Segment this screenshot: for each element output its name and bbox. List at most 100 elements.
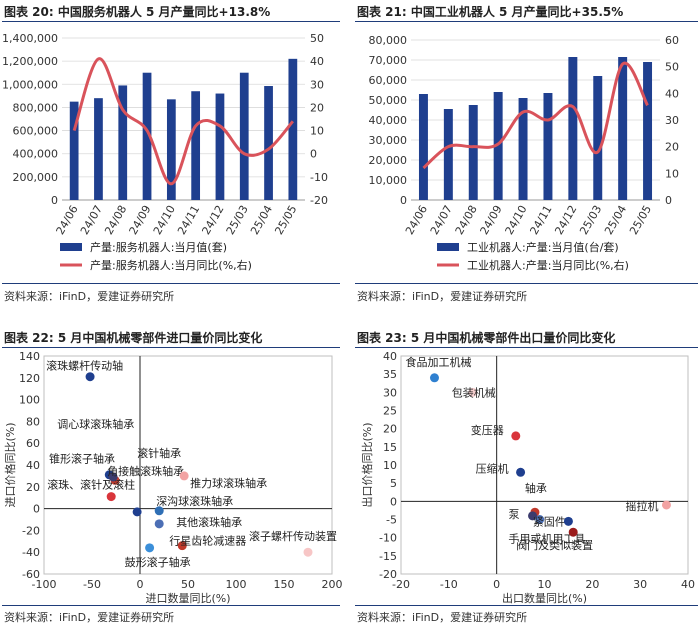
bar: [443, 109, 453, 200]
x-tick-label: 25/03: [577, 203, 604, 237]
y-right-tick-label: 50: [665, 61, 679, 74]
chart-21-source: 资料来源：iFinD，爱建证券研究所: [357, 290, 528, 303]
y-left-tick-label: 400,000: [13, 148, 59, 161]
x-tick-label: 24/08: [102, 203, 129, 237]
bar: [288, 58, 298, 201]
x-tick-label: 200: [322, 578, 343, 591]
scatter-point: [661, 500, 671, 510]
scatter-point: [429, 373, 439, 383]
legend-line-label: 工业机器人:产量:当月同比(%,右): [467, 258, 629, 272]
chart-21-bottom-rule: [355, 283, 698, 284]
x-tick-label: 24/10: [503, 203, 530, 237]
bar: [468, 105, 478, 200]
y-tick-label: 60: [26, 437, 40, 450]
y-left-tick-label: 60,000: [369, 74, 408, 87]
y-axis-title: 进口价格同比(%): [3, 422, 17, 507]
scatter-point: [563, 516, 573, 526]
y-tick-label: -10: [379, 532, 397, 545]
y-right-tick-label: 20: [310, 101, 324, 114]
point-label: 摇拉机: [625, 499, 658, 513]
y-right-tick-label: 10: [310, 125, 324, 138]
x-tick-label: 24/11: [175, 203, 202, 237]
y-left-tick-label: 200,000: [13, 171, 59, 184]
y-tick-label: -60: [22, 568, 40, 581]
point-label: 轴承: [525, 481, 547, 495]
bar: [142, 72, 152, 200]
point-label: 阀门及类似装置: [516, 538, 593, 552]
x-tick-label: -50: [83, 578, 101, 591]
bar: [568, 57, 578, 200]
y-tick-label: 30: [383, 386, 397, 399]
point-label: 其他滚珠轴承: [176, 515, 242, 529]
bar: [418, 94, 428, 200]
chart-21-title: 图表 21: 中国工业机器人 5 月产量同比+35.5%: [357, 5, 624, 19]
x-tick-label: 10: [538, 578, 552, 591]
x-axis-title: 出口数量同比(%): [502, 591, 587, 604]
x-axis-title: 进口数量同比(%): [145, 592, 230, 604]
y-tick-label: 10: [383, 459, 397, 472]
bar: [191, 91, 201, 200]
point-label: 滚珠、滚针及滚柱: [47, 478, 135, 492]
x-tick-label: 24/12: [552, 203, 579, 237]
x-tick-label: 24/07: [428, 203, 455, 237]
y-tick-label: 35: [383, 368, 397, 381]
x-tick-label: 25/05: [627, 203, 654, 237]
bar: [239, 72, 249, 200]
bar: [493, 92, 503, 200]
point-label: 推力球滚珠轴承: [190, 476, 267, 490]
chart-20-top-rule: [2, 21, 340, 22]
y-left-tick-label: 0: [400, 194, 407, 207]
point-label: 锥形滚子轴承: [49, 451, 115, 465]
scatter-point: [108, 472, 118, 482]
x-tick-label: -100: [32, 578, 57, 591]
y-left-tick-label: 40,000: [369, 114, 408, 127]
scatter-point: [568, 527, 578, 537]
point-label: 滚子螺杆传动装置: [249, 529, 337, 543]
x-tick-label: 50: [181, 578, 195, 591]
y-right-tick-label: 30: [310, 78, 324, 91]
scatter-point: [535, 515, 545, 524]
series-line: [422, 61, 649, 170]
y-right-tick-label: 40: [310, 55, 324, 68]
point-label: 角接触滚珠轴承: [107, 464, 184, 478]
legend-bar-label: 工业机器人:产量:当月值(台/套): [467, 240, 619, 254]
chart-22-top-rule: [2, 347, 340, 348]
y-left-tick-label: 20,000: [369, 154, 408, 167]
chart-21: 0 10,000 20,000 30,000 40,000 50,000 60,000 70,…: [369, 34, 680, 272]
y-right-tick-label: 60: [665, 34, 679, 47]
x-tick-label: 40: [681, 578, 695, 591]
chart-20-bottom-rule: [2, 283, 340, 284]
y-tick-label: 80: [26, 415, 40, 428]
y-tick-label: 0: [390, 495, 397, 508]
x-tick-label: 30: [633, 578, 647, 591]
y-tick-label: 20: [383, 423, 397, 436]
y-left-tick-label: 10,000: [369, 174, 408, 187]
chart-20-source: 资料来源：iFinD，爱建证券研究所: [4, 290, 175, 303]
y-tick-label: -40: [22, 546, 40, 559]
y-tick-label: 15: [383, 441, 397, 454]
scatter-point: [154, 506, 164, 516]
x-tick-label: 150: [274, 578, 295, 591]
y-right-tick-label: 50: [310, 32, 324, 45]
chart-23: -20 -10 0 10 20 30 40 -20 -15 -10 -5 0 5 10 15 20 25 30 35…: [360, 350, 695, 604]
y-left-tick-label: 80,000: [369, 34, 408, 47]
x-tick-label: 24/06: [54, 203, 81, 237]
chart-21-top-rule: [355, 21, 698, 22]
scatter-point: [177, 541, 187, 551]
y-left-tick-label: 1,000,000: [2, 78, 58, 91]
legend-line-label: 产量:服务机器人:当月同比(%,右): [90, 258, 252, 272]
point-label: 行星齿轮减速器: [169, 534, 246, 548]
x-tick-label: 0: [493, 578, 500, 591]
y-tick-label: -15: [379, 550, 397, 563]
y-right-tick-label: -10: [310, 171, 328, 184]
chart-23-source: 资料来源：iFinD，爱建证券研究所: [357, 611, 528, 624]
x-tick-label: 24/12: [199, 203, 226, 237]
y-left-tick-label: 70,000: [369, 54, 408, 67]
y-right-tick-label: 30: [665, 114, 679, 127]
chart-22-bottom-rule: [2, 605, 340, 606]
chart-23-bottom-rule: [355, 605, 698, 606]
scatter-point: [85, 372, 95, 382]
y-left-tick-label: 50,000: [369, 94, 408, 107]
y-tick-label: -5: [386, 514, 397, 527]
point-label: 变压器: [471, 423, 504, 437]
